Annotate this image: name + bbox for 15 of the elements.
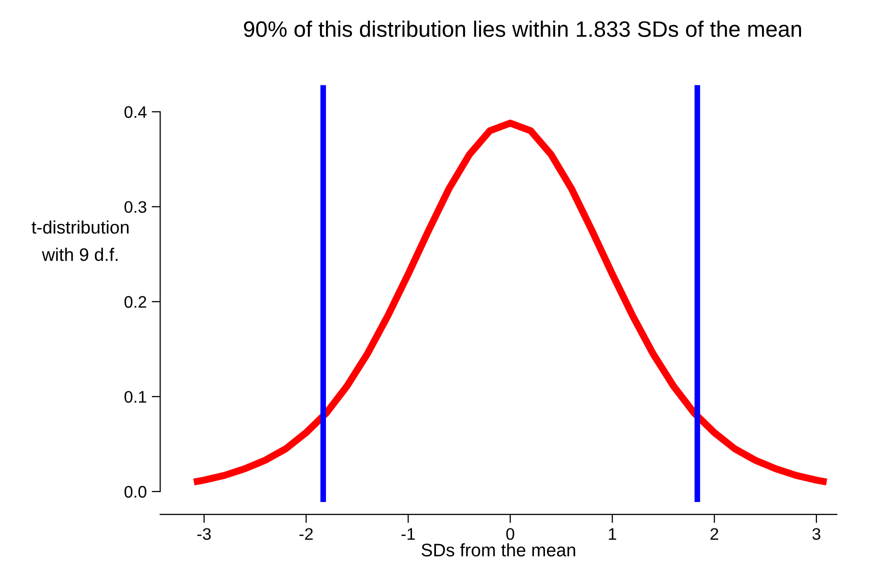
y-tick-label: 0.3 (124, 201, 146, 213)
y-axis-title: t-distribution with 9 d.f. (32, 220, 129, 262)
y-tick-label: 0.0 (124, 486, 146, 498)
y-tick-label: 0.4 (124, 106, 147, 118)
y-tick-label: 0.1 (124, 390, 146, 403)
x-tick-label: -2 (299, 528, 313, 540)
x-tick-label: -1 (402, 528, 415, 540)
y-tick-label: 0.2 (124, 296, 146, 308)
x-tick-label: 3 (812, 528, 820, 540)
chart-title: 90% of this distribution lies within 1.833 SDs of the mean (244, 20, 802, 37)
x-tick-label: 2 (710, 528, 718, 540)
x-tick-label: -3 (197, 528, 211, 540)
x-tick-label: 0 (506, 528, 514, 540)
x-axis-title: SDs from the mean (422, 543, 576, 556)
x-tick-label: 1 (608, 528, 616, 540)
